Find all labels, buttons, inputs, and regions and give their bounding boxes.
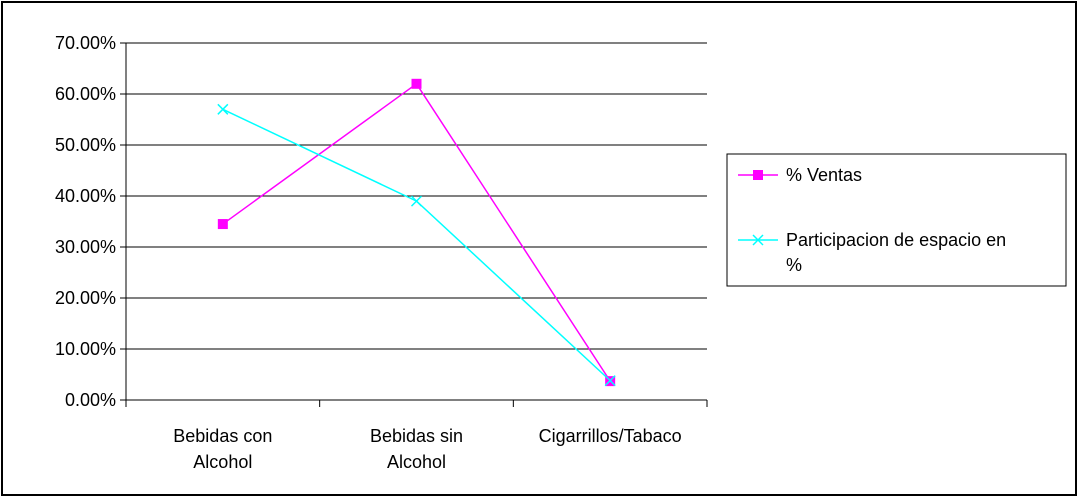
data-point-1 [217, 103, 229, 115]
legend-swatch-marker [752, 234, 764, 246]
y-tick-label: 50.00% [55, 135, 116, 155]
x-tick-label: Bebidas con Alcohol [173, 426, 272, 472]
y-tick-label: 40.00% [55, 186, 116, 206]
x-tick-label: Cigarrillos/Tabaco [539, 426, 682, 446]
legend-label: Participacion de espacio en% [786, 230, 1006, 275]
legend [726, 153, 1067, 287]
y-tick-label: 20.00% [55, 288, 116, 308]
y-tick-label: 30.00% [55, 237, 116, 257]
data-point-0 [411, 78, 422, 89]
x-tick-label: Bebidas sin Alcohol [370, 426, 463, 472]
series-line-0 [222, 82, 611, 382]
y-tick-label: 0.00% [65, 390, 116, 410]
y-tick-label: 70.00% [55, 33, 116, 53]
y-tick-label: 10.00% [55, 339, 116, 359]
legend-swatch-marker [753, 170, 763, 180]
legend-label: % Ventas [786, 165, 862, 185]
series-line-1 [222, 108, 611, 382]
data-point-1 [410, 195, 423, 207]
data-point-1 [604, 375, 616, 387]
y-tick-label: 60.00% [55, 84, 116, 104]
data-point-0 [217, 219, 228, 230]
